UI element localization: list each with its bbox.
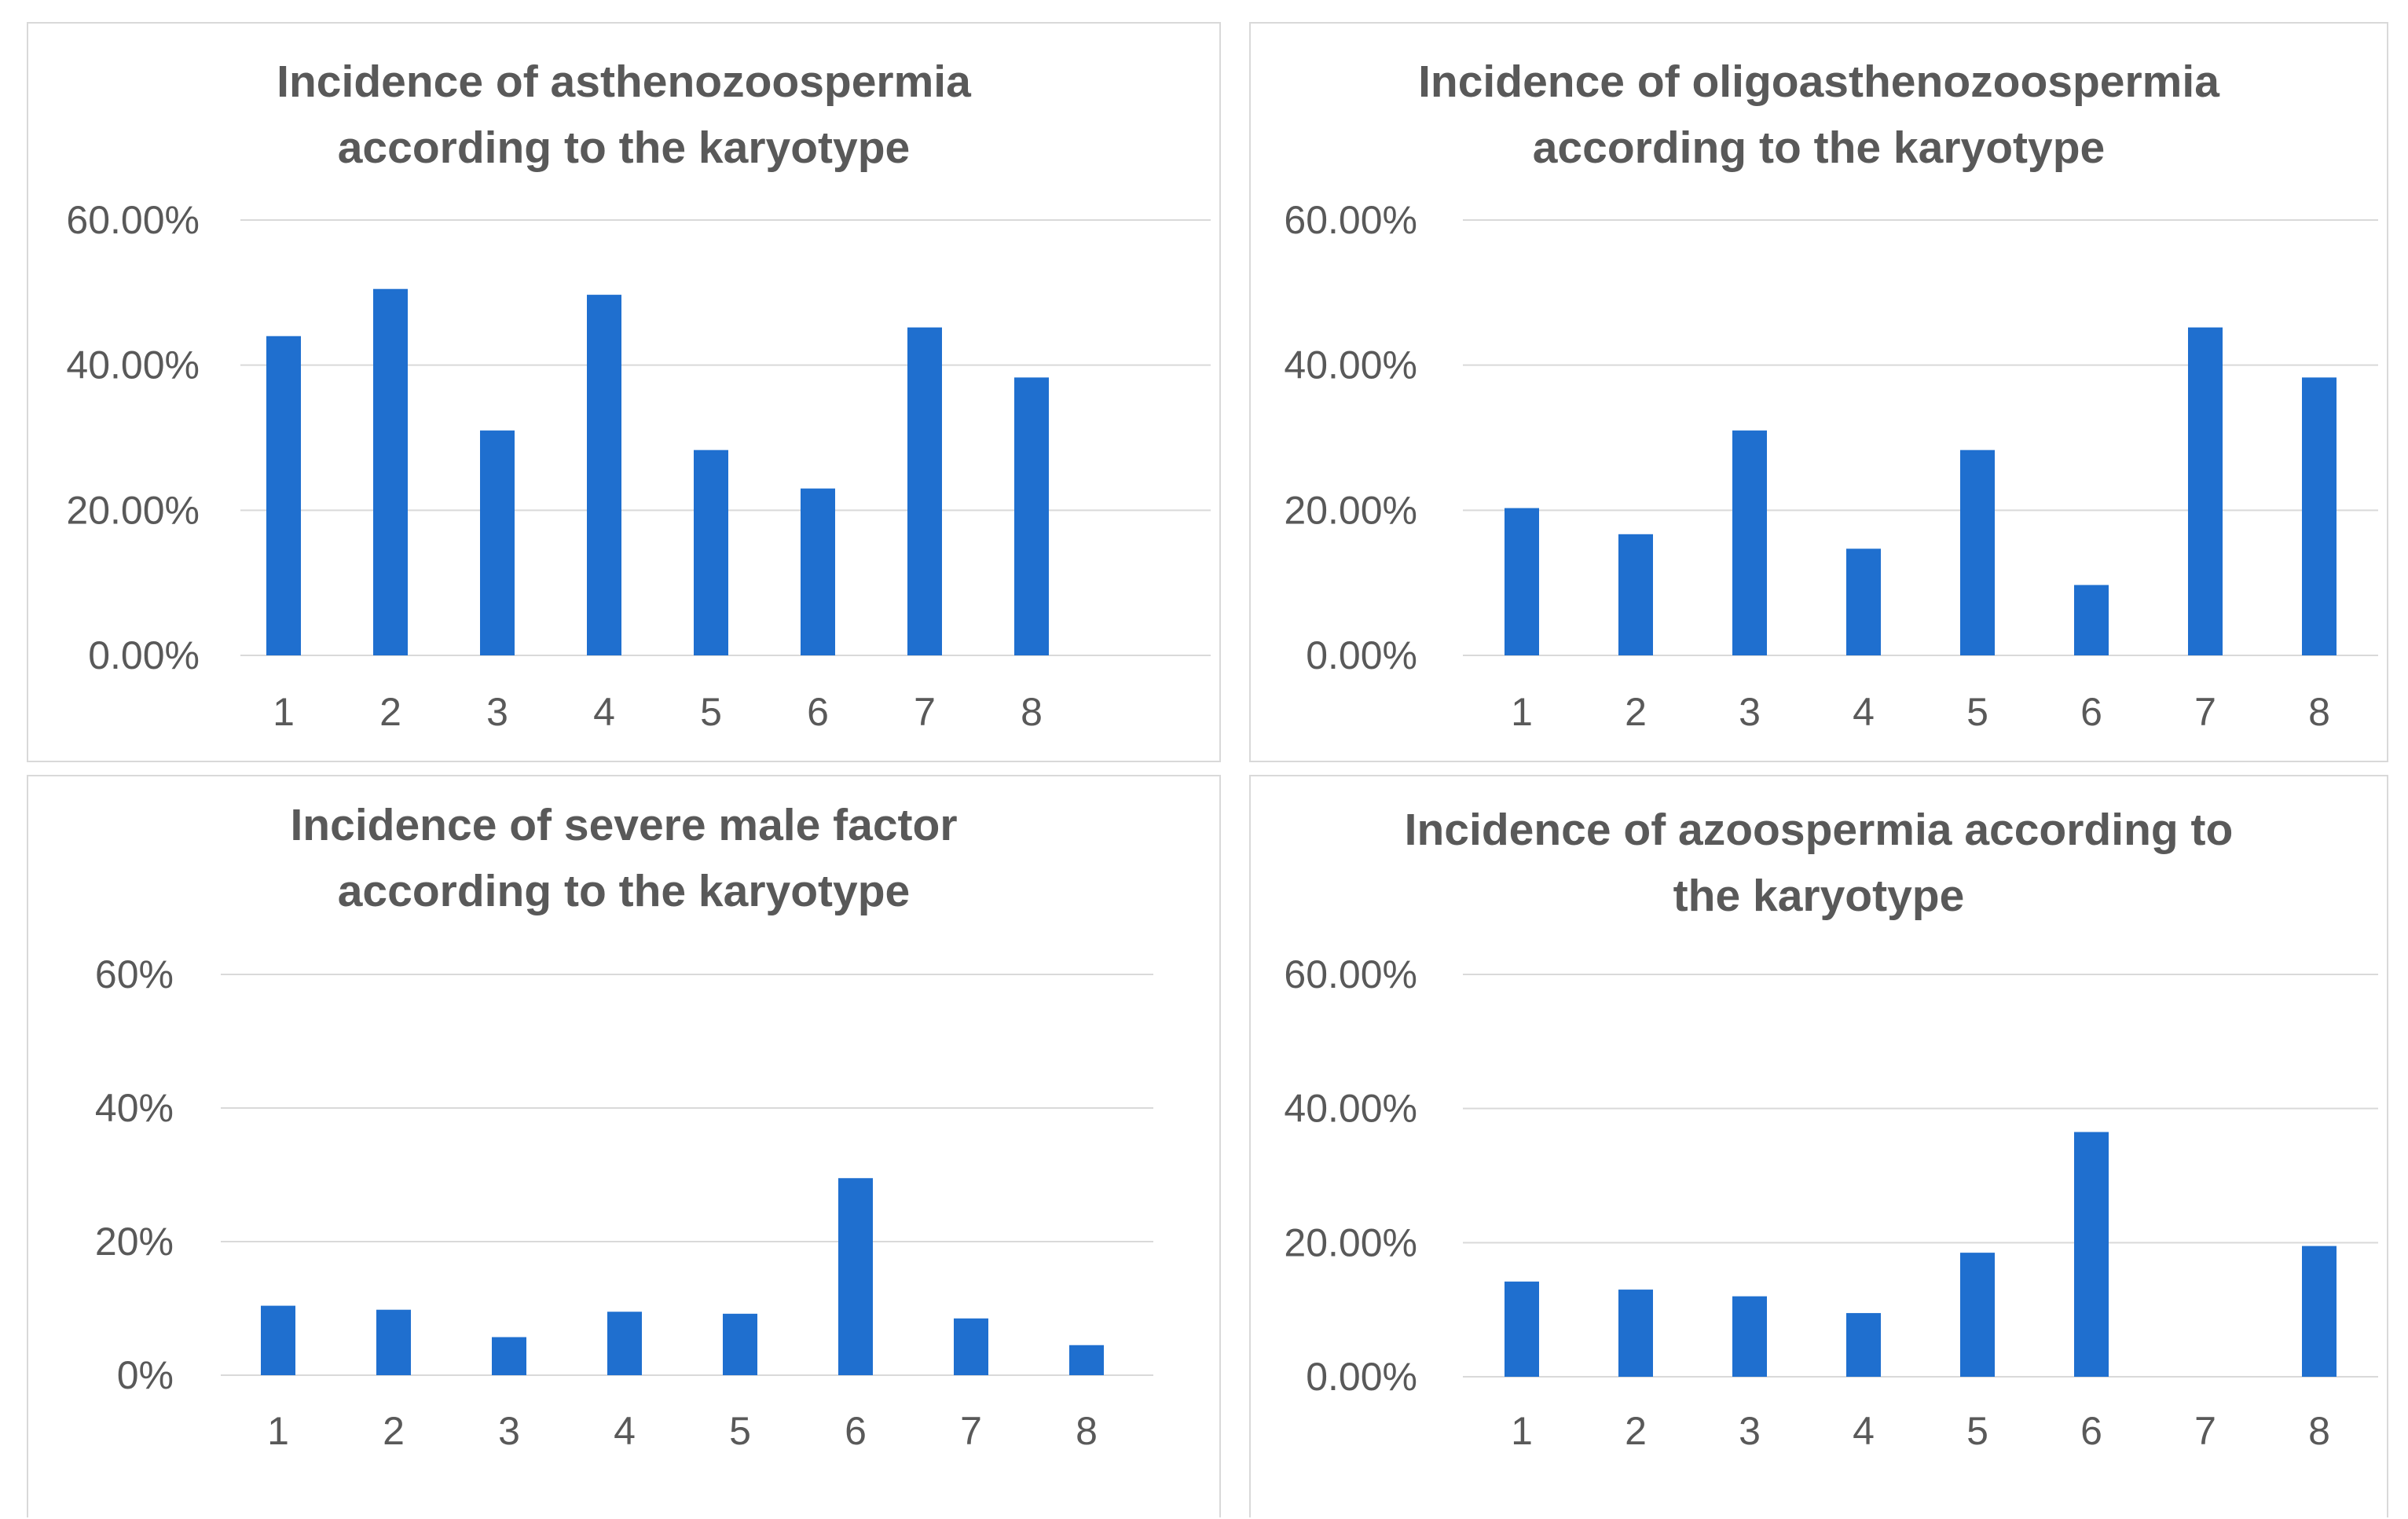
y-tick-label: 60.00% [66, 198, 200, 242]
x-tick-label: 4 [593, 690, 615, 734]
chart-panel-oligoasthenozoospermia: Incidence of oligoasthenozoospermia acco… [1249, 22, 2388, 762]
chart-title-line-2: according to the karyotype [1532, 123, 2106, 173]
chart-title: Incidence of asthenozoospermia according… [28, 49, 1219, 181]
bar-chart-azoospermia: 0.00% 20.00% 40.00% 60.00% 1 2 3 4 5 6 7 8 [1284, 952, 2378, 1453]
x-tick-label: 6 [2080, 1409, 2102, 1453]
bar-2 [1618, 1290, 1653, 1377]
bar-3 [480, 430, 515, 655]
x-tick-label: 8 [2308, 690, 2330, 734]
bar-3 [1732, 1296, 1767, 1377]
bar-4 [1846, 1312, 1881, 1377]
y-tick-label: 60% [95, 952, 174, 996]
x-tick-label: 8 [1076, 1409, 1098, 1453]
y-tick-label: 20% [95, 1220, 174, 1264]
x-tick-label: 4 [614, 1409, 636, 1453]
x-tick-label: 6 [807, 690, 829, 734]
x-tick-label: 1 [1511, 690, 1533, 734]
y-tick-label: 40.00% [1284, 1087, 1417, 1131]
x-tick-label: 4 [1853, 690, 1875, 734]
y-tick-label: 0.00% [1306, 633, 1417, 677]
chart-title-line-1: Incidence of severe male factor [290, 800, 958, 850]
bar-1 [266, 336, 301, 655]
chart-panel-severe-male-factor: Incidence of severe male factor accordin… [27, 775, 1221, 1517]
chart-title-line-2: according to the karyotype [337, 866, 911, 916]
bar-1 [1505, 1281, 1539, 1377]
bar-7 [907, 327, 942, 655]
bar-6 [2074, 1132, 2109, 1377]
bar-4 [607, 1312, 642, 1375]
bar-8 [1014, 377, 1049, 655]
x-tick-label: 2 [1625, 690, 1647, 734]
x-tick-label: 3 [1739, 1409, 1761, 1453]
y-tick-label: 40% [95, 1086, 174, 1130]
y-tick-label: 0.00% [1306, 1355, 1417, 1399]
bar-3 [492, 1337, 526, 1375]
y-tick-label: 60.00% [1284, 952, 1417, 996]
chart-title-line-1: Incidence of asthenozoospermia [277, 57, 971, 107]
bar-4 [587, 295, 621, 655]
chart-title: Incidence of azoospermia according to th… [1251, 797, 2387, 929]
x-tick-label: 2 [379, 690, 401, 734]
x-tick-label: 3 [486, 690, 508, 734]
chart-title: Incidence of severe male factor accordin… [28, 792, 1219, 924]
x-tick-label: 7 [960, 1409, 982, 1453]
bar-chart-asthenozoospermia: 0.00% 20.00% 40.00% 60.00% 1 2 3 4 5 6 7 8 [66, 198, 1211, 734]
y-tick-label: 60.00% [1284, 198, 1417, 242]
bar-5 [723, 1313, 757, 1375]
x-tick-label: 3 [1739, 690, 1761, 734]
chart-title-line-2: the karyotype [1673, 871, 1965, 921]
y-tick-label: 40.00% [66, 343, 200, 387]
bar-2 [376, 1309, 411, 1375]
bar-5 [1960, 449, 1995, 655]
x-tick-label: 3 [498, 1409, 520, 1453]
bar-chart-severe-male-factor: 0% 20% 40% 60% 1 2 3 4 5 6 7 8 [95, 952, 1153, 1453]
bar-7 [2188, 327, 2223, 655]
y-tick-label: 20.00% [1284, 488, 1417, 532]
chart-title-line-1: Incidence of oligoasthenozoospermia [1418, 57, 2219, 107]
x-tick-label: 7 [2194, 1409, 2216, 1453]
y-tick-label: 0.00% [88, 633, 200, 677]
chart-title: Incidence of oligoasthenozoospermia acco… [1251, 49, 2387, 181]
bar-chart-oligoasthenozoospermia: 0.00% 20.00% 40.00% 60.00% 1 2 3 4 5 6 7 8 [1284, 198, 2378, 734]
bar-5 [1960, 1253, 1995, 1377]
chart-panel-asthenozoospermia: Incidence of asthenozoospermia according… [27, 22, 1221, 762]
y-tick-label: 20.00% [66, 488, 200, 532]
x-tick-label: 8 [1021, 690, 1043, 734]
bar-8 [2302, 1246, 2337, 1377]
x-tick-label: 2 [383, 1409, 405, 1453]
bar-6 [838, 1178, 873, 1375]
y-tick-label: 0% [117, 1353, 174, 1397]
bar-7 [954, 1318, 988, 1375]
x-tick-label: 6 [2080, 690, 2102, 734]
bar-8 [2302, 377, 2337, 655]
bar-5 [694, 449, 728, 655]
x-tick-label: 5 [729, 1409, 751, 1453]
x-tick-label: 4 [1853, 1409, 1875, 1453]
bar-4 [1846, 549, 1881, 655]
bar-1 [1505, 508, 1539, 655]
bar-1 [261, 1305, 295, 1375]
chart-title-line-2: according to the karyotype [337, 123, 911, 173]
x-tick-label: 6 [845, 1409, 867, 1453]
chart-title-line-1: Incidence of azoospermia according to [1404, 805, 2234, 855]
y-tick-label: 20.00% [1284, 1220, 1417, 1264]
y-tick-label: 40.00% [1284, 343, 1417, 387]
x-tick-label: 5 [700, 690, 722, 734]
bar-6 [2074, 585, 2109, 655]
x-tick-label: 1 [273, 690, 295, 734]
bar-6 [801, 488, 835, 655]
x-tick-label: 8 [2308, 1409, 2330, 1453]
x-tick-label: 2 [1625, 1409, 1647, 1453]
x-tick-label: 5 [1966, 1409, 1988, 1453]
x-tick-label: 7 [2194, 690, 2216, 734]
chart-panel-azoospermia: Incidence of azoospermia according to th… [1249, 775, 2388, 1517]
bar-8 [1069, 1345, 1104, 1375]
x-tick-label: 1 [1511, 1409, 1533, 1453]
bar-2 [1618, 534, 1653, 655]
bar-3 [1732, 430, 1767, 655]
x-tick-label: 1 [267, 1409, 289, 1453]
x-tick-label: 5 [1966, 690, 1988, 734]
bar-2 [373, 288, 408, 655]
x-tick-label: 7 [914, 690, 936, 734]
